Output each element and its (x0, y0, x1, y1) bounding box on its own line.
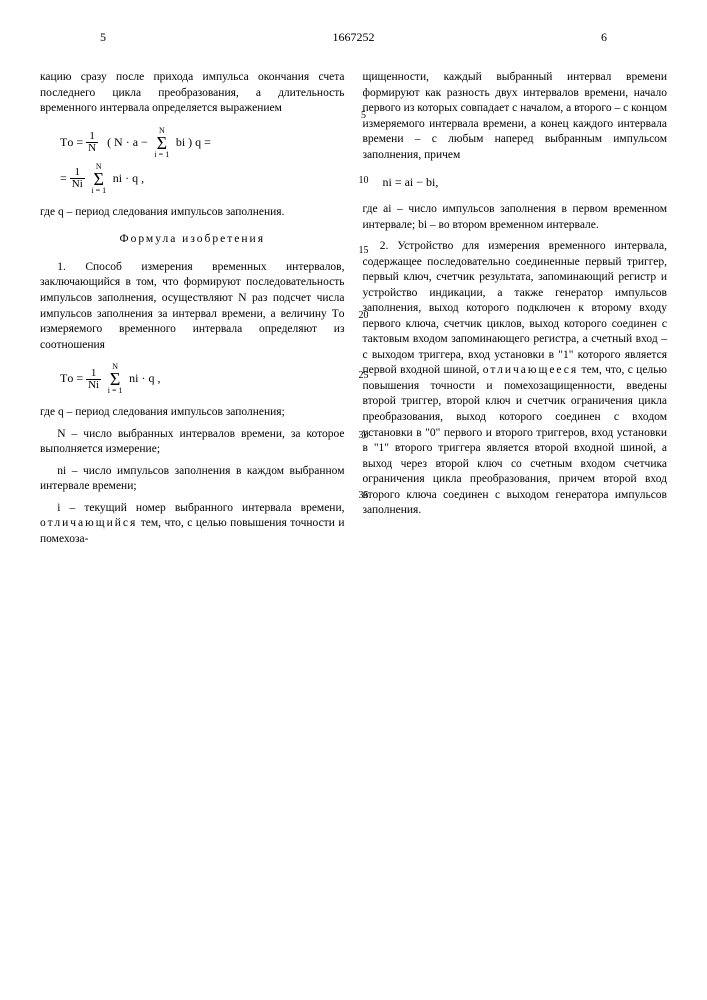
fraction: 1 Ni (70, 167, 85, 190)
body-text: 2. Устройство для измерения временного и… (363, 239, 668, 518)
line-number: 25 (354, 370, 374, 381)
line-number: 30 (354, 430, 374, 441)
body-text: N – число выбранных интервалов времени, … (40, 427, 345, 458)
line-number: 35 (354, 490, 374, 501)
section-title: Формула изобретения (40, 232, 345, 248)
sigma-sum: N Σ i = 1 (151, 127, 173, 159)
page-number-left: 5 (100, 30, 106, 45)
formula-line: Tо = 1 Ni N Σ i = 1 ni · q , (60, 363, 345, 395)
body-text: щищенности, каждый выбранный интервал вр… (363, 70, 668, 163)
patent-number: 1667252 (333, 30, 375, 45)
fraction: 1 Ni (86, 368, 101, 391)
column-left: кацию сразу после прихода импульса оконч… (40, 70, 345, 553)
formula-line: Tо = 1 N ( N · a − N Σ i = 1 bi ) q = (60, 127, 345, 159)
line-number: 5 (354, 110, 374, 121)
formula-block: Tо = 1 Ni N Σ i = 1 ni · q , (60, 363, 345, 395)
patent-page: 5 1667252 6 5 10 15 20 25 30 35 кацию ср… (0, 0, 707, 1000)
body-text: где q – период следования импульсов запо… (40, 405, 345, 421)
sigma-sum: N Σ i = 1 (88, 163, 110, 195)
body-text: 1. Способ измерения временных интервалов… (40, 260, 345, 353)
fraction: 1 N (86, 131, 98, 154)
body-text: где ai – число импульсов заполнения в пе… (363, 202, 668, 233)
sigma-sum: N Σ i = 1 (104, 363, 126, 395)
body-text: кацию сразу после прихода импульса оконч… (40, 70, 345, 117)
body-text: где q – период следования импульсов запо… (40, 205, 345, 221)
line-number: 10 (354, 175, 374, 186)
formula-block: ni = ai − bi, (383, 173, 668, 192)
page-header: 5 1667252 6 (40, 30, 667, 60)
body-text: ni – число импульсов заполнения в каждом… (40, 464, 345, 495)
body-text: i – текущий номер выбранного интервала в… (40, 501, 345, 548)
formula-block: Tо = 1 N ( N · a − N Σ i = 1 bi ) q = (60, 127, 345, 195)
page-number-right: 6 (601, 30, 607, 45)
line-number: 15 (354, 245, 374, 256)
column-right: щищенности, каждый выбранный интервал вр… (363, 70, 668, 553)
formula-line: = 1 Ni N Σ i = 1 ni · q , (60, 163, 345, 195)
formula-line: ni = ai − bi, (383, 173, 668, 192)
line-number: 20 (354, 310, 374, 321)
